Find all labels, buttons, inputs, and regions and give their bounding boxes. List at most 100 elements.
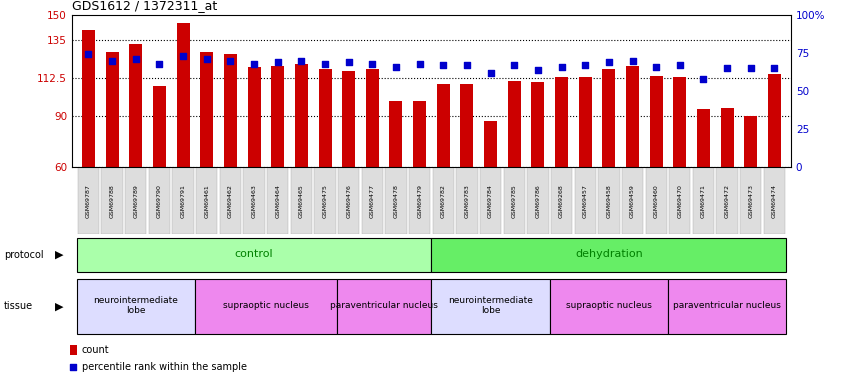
Bar <box>484 121 497 167</box>
Text: GSM69462: GSM69462 <box>228 184 233 218</box>
Text: GSM69473: GSM69473 <box>749 184 753 218</box>
Text: GSM69461: GSM69461 <box>204 184 209 218</box>
Point <box>365 61 379 67</box>
FancyBboxPatch shape <box>102 168 123 234</box>
Bar <box>106 52 118 167</box>
FancyBboxPatch shape <box>668 279 786 334</box>
FancyBboxPatch shape <box>622 168 643 234</box>
FancyBboxPatch shape <box>196 168 217 234</box>
Text: neurointermediate
lobe: neurointermediate lobe <box>448 296 533 315</box>
Point <box>650 64 663 70</box>
FancyBboxPatch shape <box>480 168 501 234</box>
Bar <box>673 78 686 167</box>
Text: count: count <box>81 345 109 355</box>
Point <box>721 65 734 71</box>
FancyBboxPatch shape <box>669 168 690 234</box>
Bar <box>437 84 450 167</box>
FancyBboxPatch shape <box>574 168 596 234</box>
FancyBboxPatch shape <box>362 168 383 234</box>
Text: ▶: ▶ <box>55 302 63 311</box>
Point <box>223 57 237 63</box>
Point <box>437 62 450 68</box>
Text: GSM69471: GSM69471 <box>701 184 706 218</box>
FancyBboxPatch shape <box>244 168 265 234</box>
Point <box>602 59 616 65</box>
Point <box>271 59 284 65</box>
Point <box>176 53 190 59</box>
Point <box>247 61 261 67</box>
FancyBboxPatch shape <box>291 168 312 234</box>
FancyBboxPatch shape <box>77 279 195 334</box>
Bar <box>365 69 379 167</box>
Point <box>82 51 96 57</box>
Bar <box>460 84 474 167</box>
Point <box>389 64 403 70</box>
Text: paraventricular nucleus: paraventricular nucleus <box>673 301 781 310</box>
Bar <box>224 54 237 167</box>
Text: GSM69457: GSM69457 <box>583 184 588 218</box>
Text: GSM69477: GSM69477 <box>370 184 375 218</box>
FancyBboxPatch shape <box>77 238 431 272</box>
Text: GSM69782: GSM69782 <box>441 184 446 218</box>
Point <box>318 61 332 67</box>
Text: GSM69476: GSM69476 <box>346 184 351 218</box>
Bar <box>626 66 639 167</box>
Bar <box>697 110 710 167</box>
FancyBboxPatch shape <box>267 168 288 234</box>
Point <box>579 62 592 68</box>
FancyBboxPatch shape <box>503 168 525 234</box>
FancyBboxPatch shape <box>551 168 572 234</box>
Text: protocol: protocol <box>4 250 44 260</box>
Text: GSM69783: GSM69783 <box>464 184 470 218</box>
Text: GSM69268: GSM69268 <box>559 184 564 218</box>
FancyBboxPatch shape <box>456 168 478 234</box>
Text: percentile rank within the sample: percentile rank within the sample <box>81 362 247 372</box>
FancyBboxPatch shape <box>220 168 241 234</box>
Point <box>294 57 308 63</box>
Point <box>531 67 545 73</box>
FancyBboxPatch shape <box>431 238 786 272</box>
FancyBboxPatch shape <box>125 168 146 234</box>
Text: GSM69474: GSM69474 <box>772 184 777 218</box>
Point <box>106 57 119 63</box>
Point <box>673 62 687 68</box>
Text: GSM69472: GSM69472 <box>725 184 729 218</box>
Text: GSM69789: GSM69789 <box>134 184 138 218</box>
Text: GSM69788: GSM69788 <box>110 184 114 218</box>
Bar <box>342 70 355 167</box>
Text: GSM69479: GSM69479 <box>417 184 422 218</box>
Bar <box>153 86 166 167</box>
FancyBboxPatch shape <box>195 279 337 334</box>
FancyBboxPatch shape <box>598 168 619 234</box>
Text: supraoptic nucleus: supraoptic nucleus <box>223 301 309 310</box>
Point <box>484 70 497 76</box>
Bar <box>579 78 591 167</box>
Text: neurointermediate
lobe: neurointermediate lobe <box>93 296 179 315</box>
Point <box>152 61 166 67</box>
FancyBboxPatch shape <box>338 168 360 234</box>
Point <box>697 76 711 82</box>
FancyBboxPatch shape <box>550 279 668 334</box>
Text: GSM69463: GSM69463 <box>251 184 256 218</box>
Point <box>322 283 336 289</box>
Point <box>626 57 640 63</box>
FancyBboxPatch shape <box>740 168 761 234</box>
Text: GSM69784: GSM69784 <box>488 184 493 218</box>
Bar <box>129 44 142 167</box>
Text: GSM69786: GSM69786 <box>536 184 541 218</box>
Bar <box>318 69 332 167</box>
Text: dehydration: dehydration <box>575 249 643 259</box>
Text: tissue: tissue <box>4 302 33 311</box>
FancyBboxPatch shape <box>149 168 170 234</box>
FancyBboxPatch shape <box>693 168 714 234</box>
Text: GSM69470: GSM69470 <box>678 184 683 218</box>
Bar <box>272 66 284 167</box>
FancyBboxPatch shape <box>717 168 738 234</box>
Text: GSM69458: GSM69458 <box>607 184 612 218</box>
FancyBboxPatch shape <box>764 168 785 234</box>
Text: GSM69464: GSM69464 <box>275 184 280 218</box>
Text: GSM69460: GSM69460 <box>654 184 659 218</box>
FancyBboxPatch shape <box>432 168 454 234</box>
Point <box>744 65 757 71</box>
Bar <box>744 116 757 167</box>
